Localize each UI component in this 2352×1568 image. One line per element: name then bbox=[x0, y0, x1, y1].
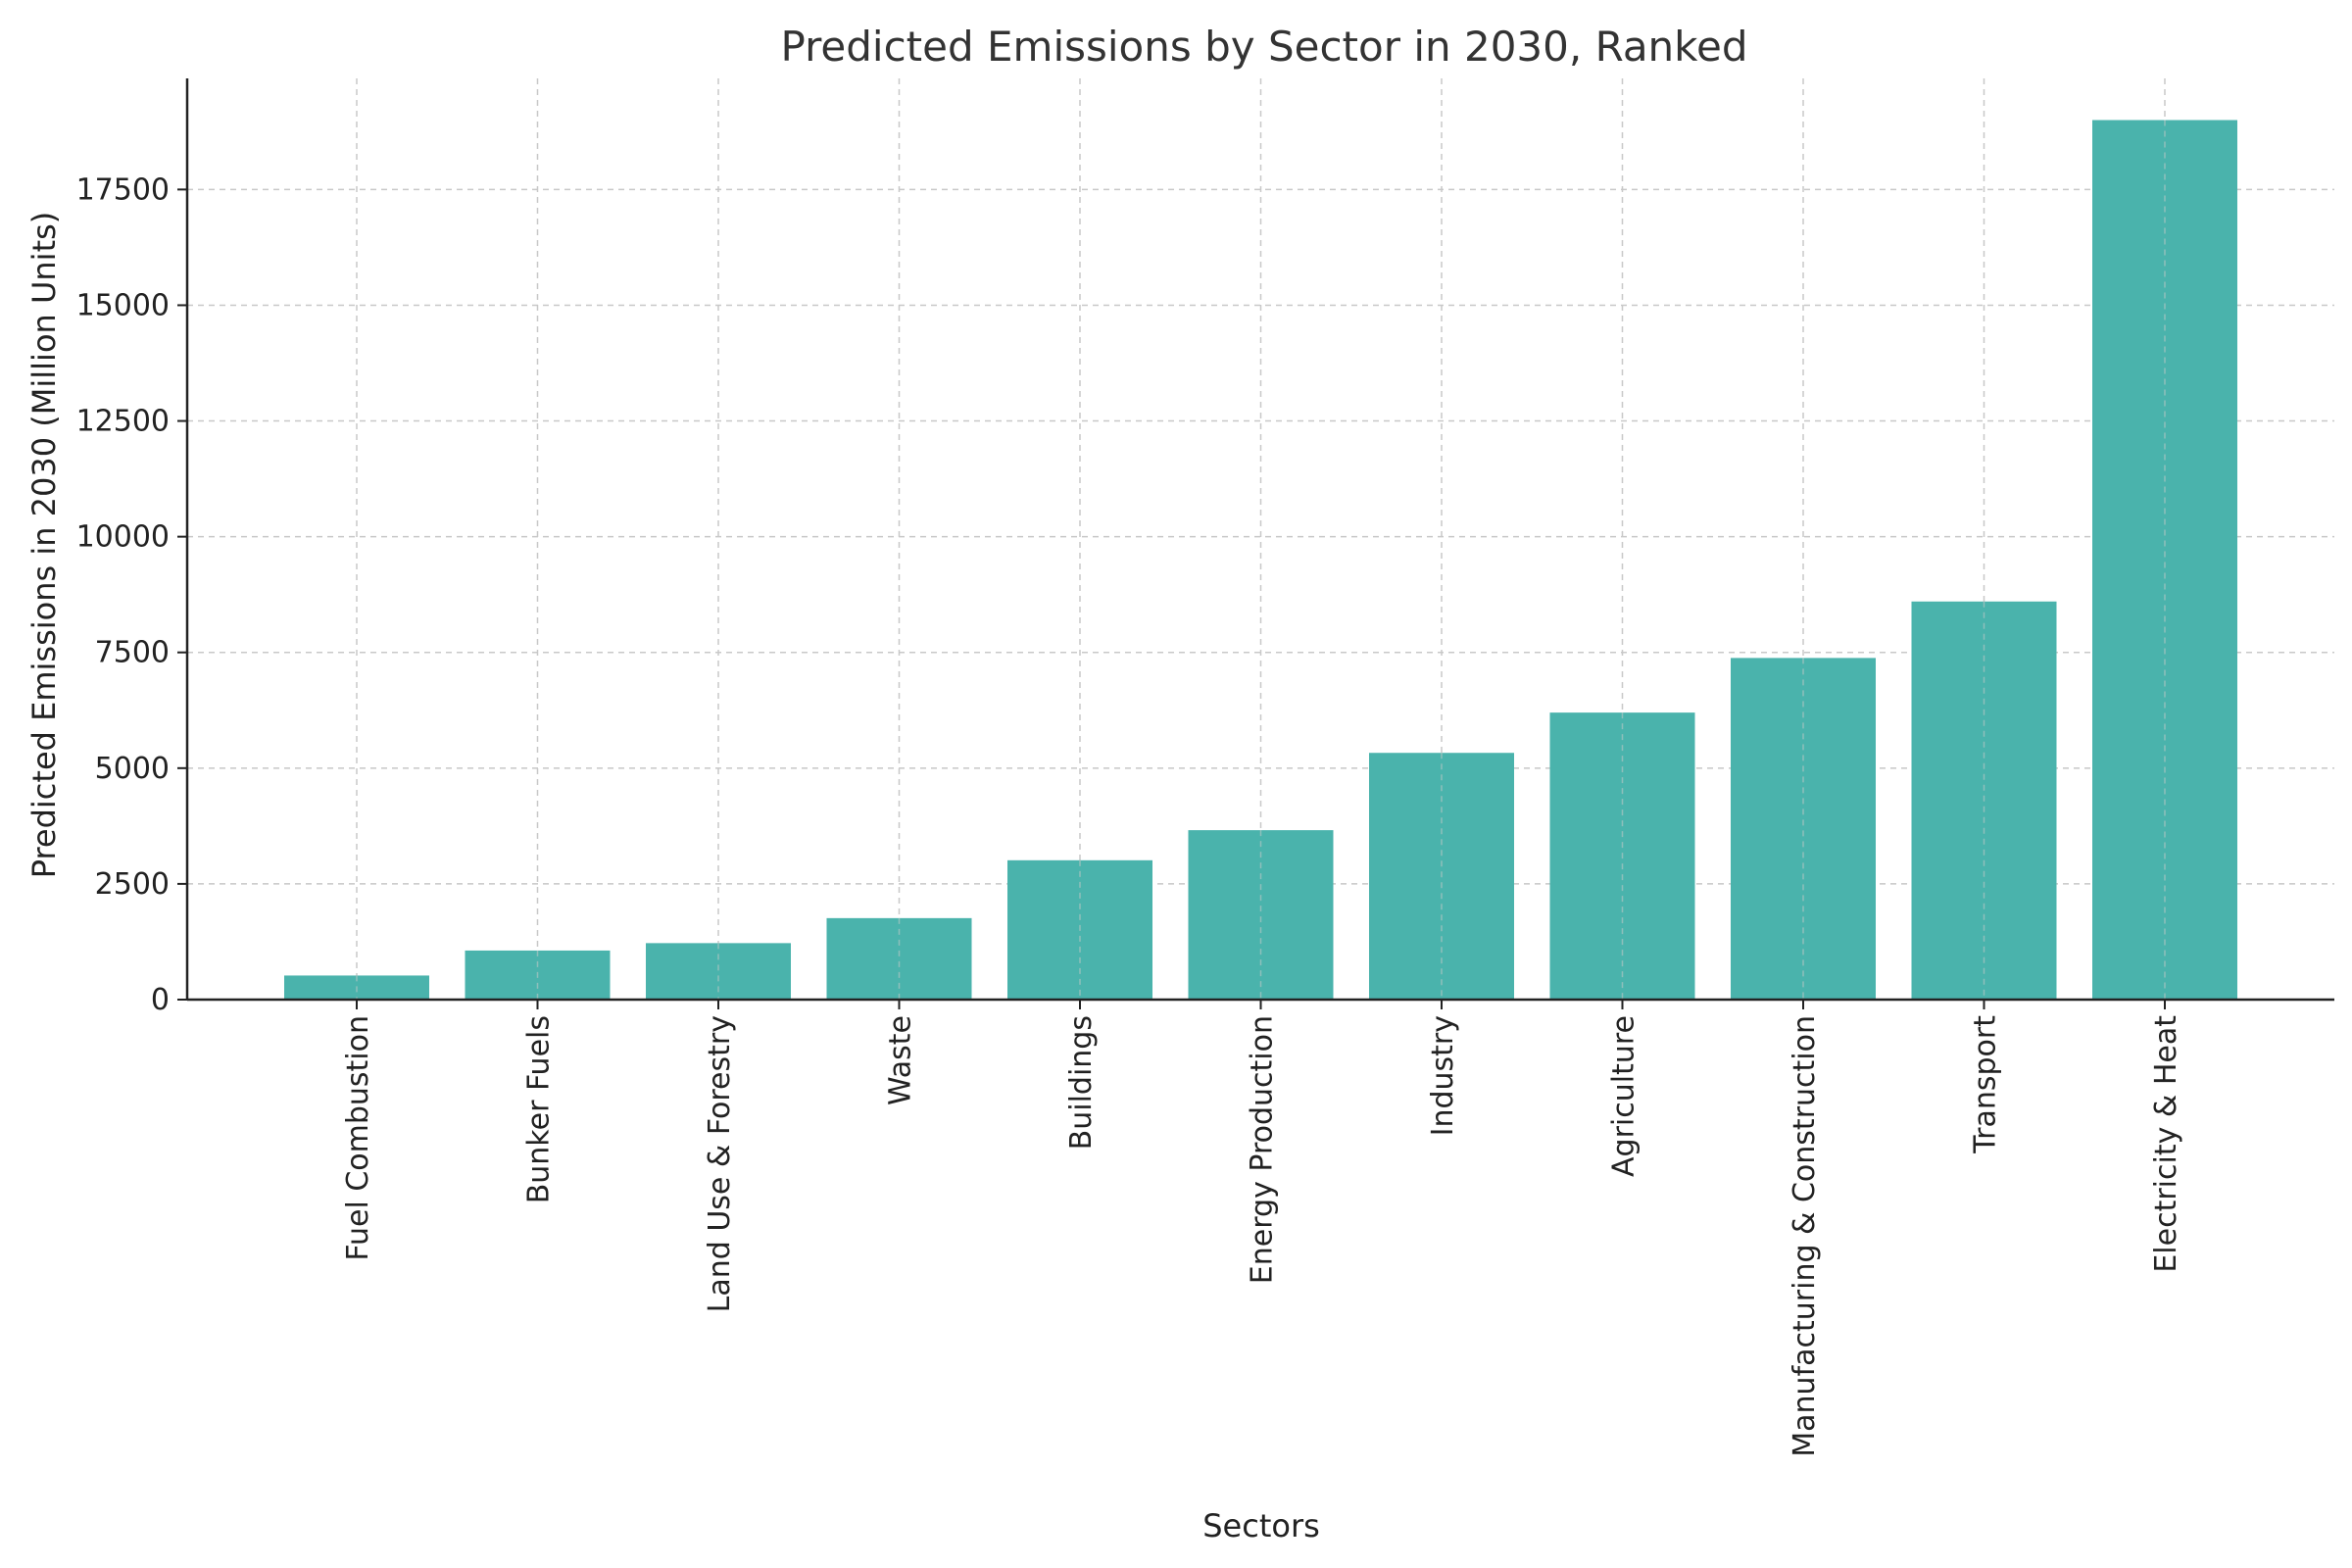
y-tick-label: 5000 bbox=[95, 752, 170, 786]
x-tick-label: Electricity & Heat bbox=[2149, 1015, 2183, 1273]
bar bbox=[1731, 658, 1876, 1000]
x-tick-label: Energy Production bbox=[1246, 1015, 1280, 1284]
axes bbox=[177, 78, 2334, 1009]
x-tick-label: Agriculture bbox=[1607, 1015, 1642, 1177]
x-tick-labels: Fuel Combustion Bunker Fuels Land Use & Fo… bbox=[341, 1015, 2183, 1457]
x-tick-label: Land Use & Forestry bbox=[703, 1015, 737, 1312]
chart-title: Predicted Emissions by Sector in 2030, R… bbox=[780, 23, 1747, 71]
x-tick-label: Fuel Combustion bbox=[341, 1015, 375, 1261]
x-tick-label: Manufacturing & Construction bbox=[1788, 1015, 1822, 1457]
bar bbox=[2092, 120, 2237, 1000]
y-tick-label: 7500 bbox=[95, 636, 170, 670]
x-tick-label: Buildings bbox=[1064, 1015, 1099, 1150]
y-tick-labels: 0 2500 5000 7500 10000 12500 15000 17500 bbox=[76, 172, 170, 1017]
y-tick-label: 0 bbox=[151, 983, 170, 1017]
bars bbox=[284, 120, 2237, 1000]
y-tick-label: 15000 bbox=[76, 288, 170, 322]
x-tick-label: Transport bbox=[1969, 1015, 2003, 1154]
x-axis-label: Sectors bbox=[1202, 1507, 1320, 1544]
x-tick-label: Industry bbox=[1426, 1015, 1460, 1136]
y-tick-label: 12500 bbox=[76, 405, 170, 439]
x-tick-label: Bunker Fuels bbox=[522, 1015, 557, 1203]
y-axis-label: Predicted Emissions in 2030 (Million Uni… bbox=[25, 212, 63, 879]
y-tick-label: 17500 bbox=[76, 172, 170, 207]
x-tick-label: Waste bbox=[884, 1015, 918, 1105]
grid-lines bbox=[187, 78, 2334, 1000]
y-tick-label: 2500 bbox=[95, 867, 170, 902]
y-tick-label: 10000 bbox=[76, 520, 170, 555]
